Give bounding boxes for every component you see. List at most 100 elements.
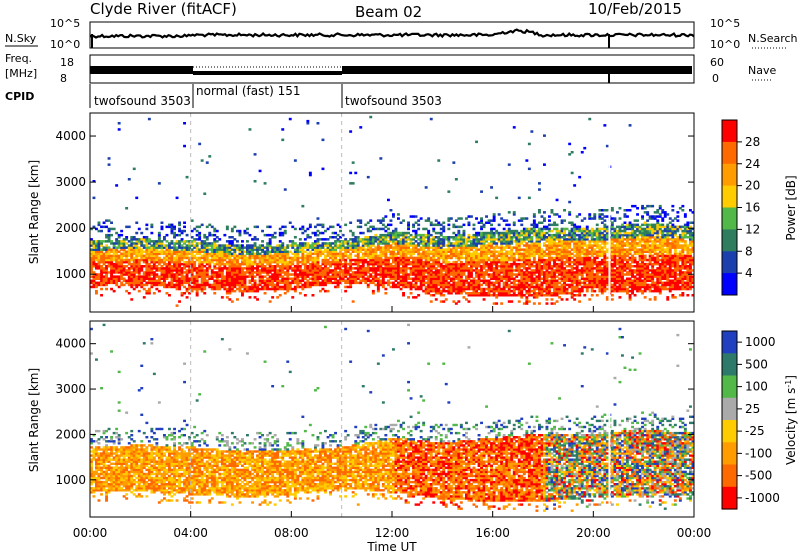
scatter-cell: [230, 252, 234, 256]
scatter-cell: [397, 262, 400, 266]
scatter-cell: [97, 244, 101, 247]
scatter-cell: [384, 275, 388, 278]
scatter-cell: [482, 271, 486, 274]
scatter-cell: [190, 244, 194, 247]
scatter-cell: [303, 267, 307, 270]
scatter-cell: [163, 244, 166, 247]
scatter-cell: [288, 244, 292, 247]
scatter-cell: [359, 269, 363, 272]
scatter-cell: [145, 250, 149, 253]
scatter-cell: [404, 250, 408, 253]
scatter-cell: [321, 252, 325, 256]
scatter-cell: [336, 258, 340, 262]
scatter-cell: [510, 281, 514, 285]
scatter-cell: [140, 256, 144, 260]
scatter-cell: [296, 283, 300, 287]
scatter-cell: [462, 256, 466, 260]
scatter-cell: [578, 225, 582, 229]
scatter-cell: [140, 244, 144, 247]
scatter-cell: [127, 273, 131, 276]
scatter-cell: [263, 246, 267, 249]
scatter-cell: [283, 229, 287, 233]
scatter-cell: [281, 250, 285, 253]
scatter-cell: [321, 273, 325, 276]
scatter-cell: [319, 265, 322, 268]
scatter-cell: [246, 262, 249, 266]
scatter-cell: [424, 240, 428, 243]
scatter-cell: [115, 275, 119, 278]
scatter-cell: [170, 254, 174, 258]
scatter-cell: [115, 283, 119, 287]
scatter-cell: [394, 248, 398, 251]
scatter-cell: [311, 256, 315, 260]
scatter-cell: [268, 300, 272, 303]
scatter-cell: [110, 260, 113, 264]
scatter-cell: [90, 256, 93, 260]
scatter-cell: [223, 283, 227, 287]
scatter-cell: [223, 254, 227, 258]
scatter-cell: [283, 287, 287, 291]
scatter-cell: [175, 252, 179, 256]
scatter-cell: [190, 250, 194, 253]
scatter-cell: [281, 271, 285, 274]
scatter-cell: [326, 238, 330, 241]
scatter-cell: [278, 256, 282, 260]
scatter-cell: [308, 256, 312, 260]
scatter-cell: [397, 231, 400, 235]
scatter-cell: [311, 258, 315, 262]
scatter-cell: [397, 213, 400, 216]
scatter-cell: [321, 281, 325, 285]
scatter-cell: [311, 244, 315, 247]
scatter-cell: [530, 294, 534, 297]
scatter-cell: [185, 240, 189, 243]
scatter-cell: [251, 265, 254, 268]
scatter-cell: [225, 256, 229, 260]
scatter-cell: [281, 265, 285, 268]
scatter-cell: [394, 273, 398, 276]
scatter-cell: [283, 277, 287, 280]
scatter-cell: [351, 244, 355, 247]
scatter-cell: [220, 296, 224, 299]
scatter-cell: [135, 285, 139, 289]
scatter-cell: [268, 265, 272, 268]
scatter-cell: [563, 219, 566, 222]
scatter-cell: [281, 267, 285, 270]
scatter-cell: [165, 275, 169, 278]
scatter-cell: [349, 262, 353, 266]
scatter-cell: [117, 256, 121, 260]
scatter-cell: [555, 227, 559, 231]
scatter-cell: [230, 283, 234, 287]
scatter-cell: [558, 277, 561, 280]
scatter-cell: [165, 283, 169, 287]
scatter-cell: [107, 256, 111, 260]
scatter-cell: [321, 279, 325, 282]
scatter-cell: [175, 196, 179, 200]
scatter-cell: [306, 256, 310, 260]
scatter-cell: [251, 283, 254, 287]
scatter-cell: [442, 221, 446, 224]
scatter-cell: [371, 267, 375, 270]
scatter-cell: [183, 256, 186, 260]
scatter-cell: [170, 260, 174, 264]
scatter-cell: [379, 267, 383, 270]
scatter-cell: [364, 238, 368, 241]
scatter-cell: [263, 271, 267, 274]
scatter-cell: [230, 258, 234, 262]
scatter-cell: [490, 281, 493, 285]
scatter-cell: [319, 231, 322, 235]
scatter-cell: [92, 262, 96, 266]
scatter-cell: [298, 256, 302, 260]
scatter-cell: [173, 248, 176, 251]
scatter-cell: [354, 262, 358, 266]
scatter-cell: [434, 236, 438, 239]
scatter-cell: [213, 250, 217, 253]
scatter-cell: [465, 292, 468, 295]
scatter-cell: [379, 242, 383, 245]
scatter-cell: [341, 240, 345, 243]
scatter-cell: [532, 219, 536, 222]
scatter-cell: [190, 281, 194, 285]
scatter-cell: [155, 256, 159, 260]
scatter-cell: [117, 242, 121, 245]
scatter-cell: [137, 279, 141, 282]
scatter-cell: [399, 242, 403, 245]
